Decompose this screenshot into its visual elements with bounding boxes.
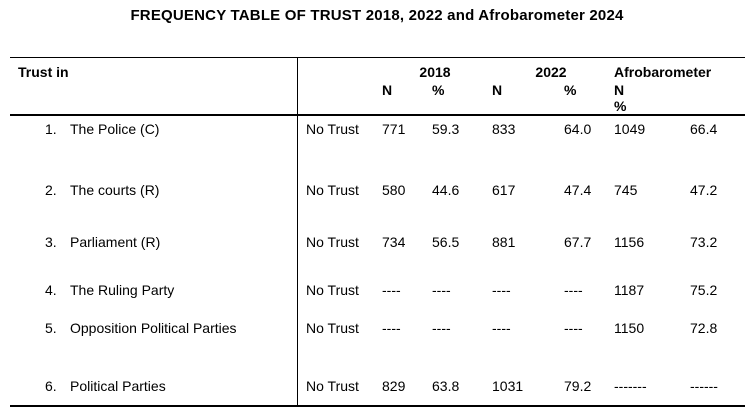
cell-no-trust: No Trust	[306, 282, 359, 298]
cell-afro-pct: 73.2	[690, 234, 718, 250]
row-label: 6. Political Parties	[10, 373, 298, 405]
cell-no-trust: No Trust	[306, 320, 359, 336]
row-number: 4.	[45, 282, 57, 298]
row-title: Political Parties	[70, 378, 166, 394]
cell-afro-n: 1156	[614, 234, 645, 250]
row-number: 6.	[45, 378, 57, 394]
cell-afro-n: 1049	[614, 121, 646, 137]
header-group-2018: 2018	[419, 64, 451, 80]
cell-afro-pct: 75.2	[690, 282, 718, 298]
cell-afro-n: 1187	[614, 282, 645, 298]
cell-2022-n: ----	[492, 320, 511, 336]
cell-2018-pct: 56.5	[432, 234, 460, 250]
cell-afro-n: 745	[614, 182, 638, 198]
cell-2018-n: 771	[382, 121, 406, 137]
header-n-2022: N	[490, 82, 562, 116]
header-pct-2018: %	[430, 82, 490, 116]
header-group-2022: 2022	[535, 64, 567, 80]
header-pct-afrobarometer: %	[614, 98, 627, 114]
header-trust-in: Trust in	[10, 58, 298, 116]
cell-2022-n: ----	[492, 282, 511, 298]
cell-2018-n: 580	[382, 182, 406, 198]
row-number: 2.	[45, 182, 57, 198]
row-label: 2. The courts (R)	[10, 177, 298, 229]
cell-2022-pct: 64.0	[564, 121, 592, 137]
cell-2022-pct: ----	[564, 282, 583, 298]
cell-2018-n: ----	[382, 282, 401, 298]
header-n-2018: N	[380, 82, 430, 116]
cell-no-trust: No Trust	[306, 234, 359, 250]
row-title: Opposition Political Parties	[70, 320, 237, 336]
cell-2018-pct: 59.3	[432, 121, 460, 137]
row-label: 5. Opposition Political Parties	[10, 315, 298, 373]
cell-2022-pct: 67.7	[564, 234, 592, 250]
cell-no-trust: No Trust	[306, 378, 359, 394]
cell-afro-pct: ------	[690, 378, 718, 394]
cell-no-trust: No Trust	[306, 182, 359, 198]
row-title: Parliament (R)	[70, 234, 161, 250]
row-title: The Ruling Party	[70, 282, 175, 298]
row-label: 3. Parliament (R)	[10, 229, 298, 277]
header-group-afrobarometer: Afrobarometer	[614, 64, 712, 80]
row-title: The courts (R)	[70, 182, 160, 198]
header-empty-afro	[688, 82, 745, 116]
cell-2022-pct: ----	[564, 320, 583, 336]
cell-2018-pct: 63.8	[432, 378, 460, 394]
cell-afro-n: 1150	[614, 320, 645, 336]
header-pct-2022: %	[562, 82, 612, 116]
frequency-table: Trust in 2018 2022 Afrobarometer N % N %…	[10, 57, 745, 407]
cell-2022-n: 1031	[492, 378, 524, 394]
cell-afro-pct: 72.8	[690, 320, 718, 336]
cell-2018-pct: ----	[432, 320, 451, 336]
cell-afro-n: -------	[614, 378, 647, 394]
cell-no-trust: No Trust	[306, 121, 359, 137]
header-empty-trust-col	[298, 58, 380, 116]
row-label: 4. The Ruling Party	[10, 277, 298, 315]
cell-2022-pct: 47.4	[564, 182, 592, 198]
row-title: The Police (C)	[70, 121, 160, 137]
cell-afro-pct: 47.2	[690, 182, 718, 198]
row-label: 1. The Police (C)	[10, 116, 298, 177]
table-title: FREQUENCY TABLE OF TRUST 2018, 2022 and …	[130, 7, 624, 24]
cell-2018-pct: ----	[432, 282, 451, 298]
cell-2022-n: 833	[492, 121, 516, 137]
cell-2018-pct: 44.6	[432, 182, 460, 198]
row-number: 1.	[45, 121, 57, 137]
cell-2022-n: 881	[492, 234, 516, 250]
header-n-pct-afrobarometer: N %	[612, 82, 688, 116]
cell-2018-n: 829	[382, 378, 406, 394]
cell-2022-pct: 79.2	[564, 378, 592, 394]
cell-2022-n: 617	[492, 182, 516, 198]
row-number: 3.	[45, 234, 57, 250]
cell-2018-n: ----	[382, 320, 401, 336]
cell-2018-n: 734	[382, 234, 406, 250]
header-n-afrobarometer: N	[614, 82, 625, 98]
row-number: 5.	[45, 320, 57, 336]
cell-afro-pct: 66.4	[690, 121, 718, 137]
